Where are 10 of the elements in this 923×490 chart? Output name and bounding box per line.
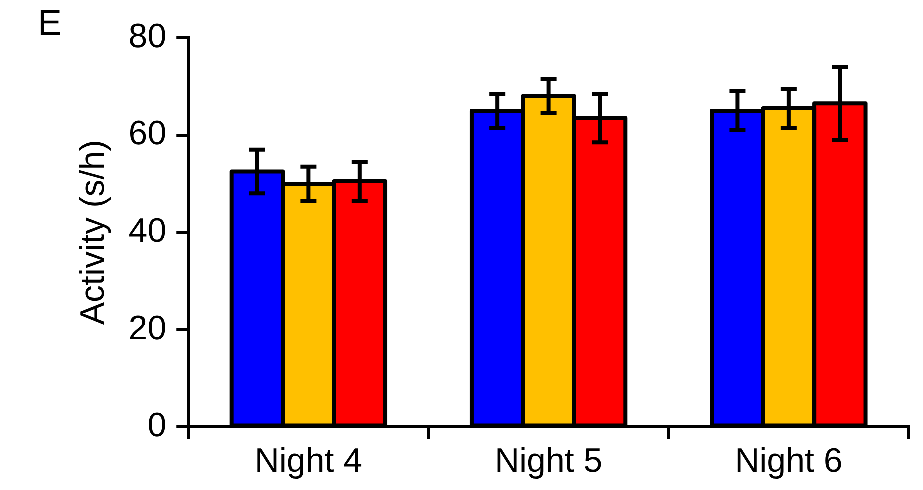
- y-tick-label: 80: [128, 17, 167, 56]
- x-tick-label: Night 5: [494, 442, 603, 480]
- chart-title: E: [38, 2, 62, 44]
- y-tick-label: 0: [148, 406, 167, 445]
- x-tick-label: Night 4: [254, 442, 363, 480]
- y-tick-label: 20: [128, 309, 167, 348]
- y-tick-label: 60: [128, 114, 167, 153]
- y-axis-title: Activity (s/h): [74, 140, 112, 326]
- y-tick-label: 40: [128, 212, 167, 250]
- x-tick-label: Night 6: [735, 442, 843, 480]
